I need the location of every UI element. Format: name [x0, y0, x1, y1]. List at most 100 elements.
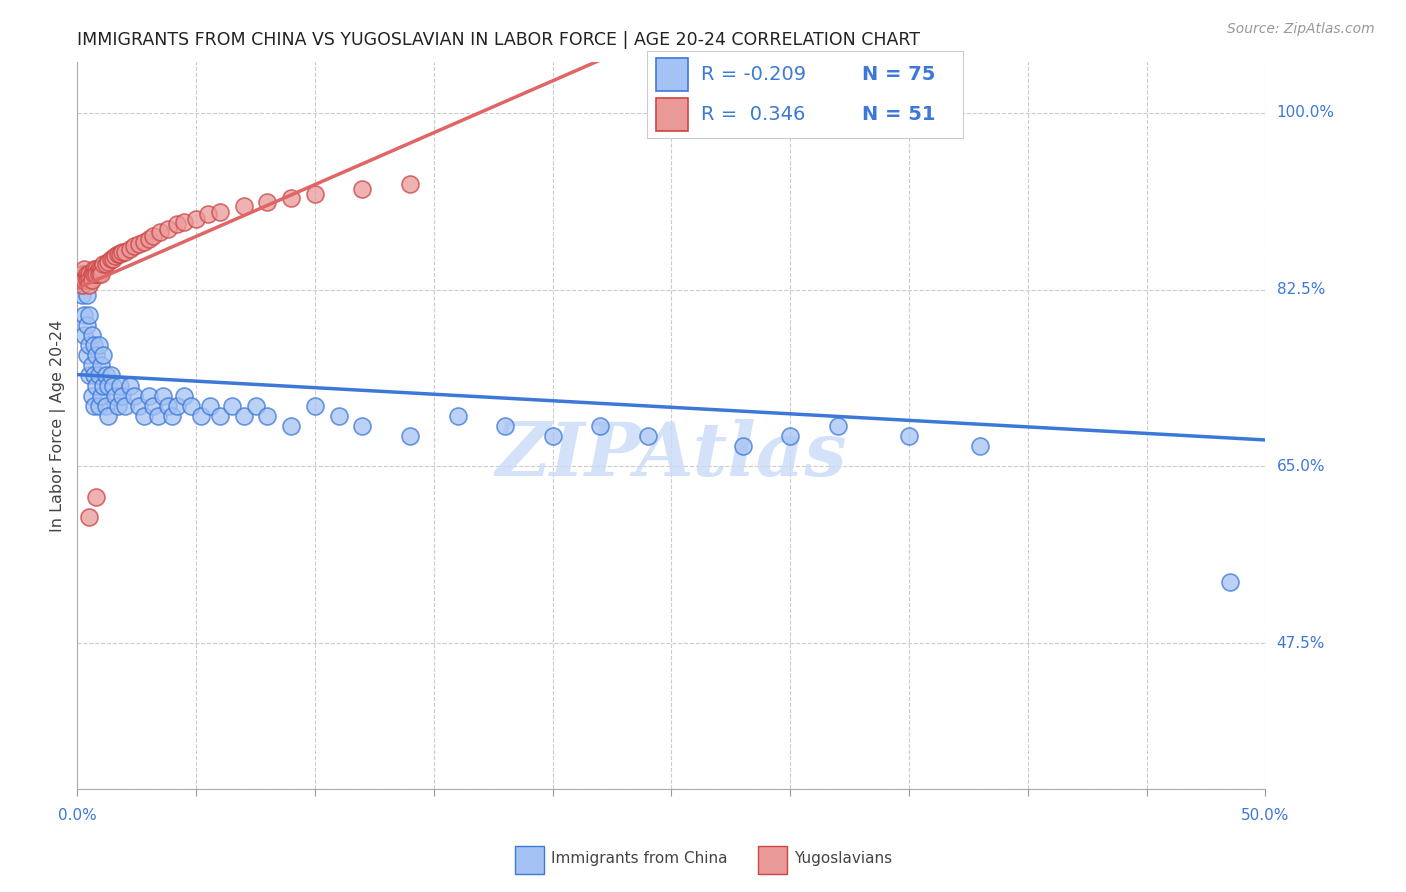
Point [208, 409, 231, 423]
Point [190, 409, 212, 423]
Point [94, 368, 117, 383]
Point [76, 287, 98, 301]
Point [90, 359, 112, 373]
Point [232, 199, 254, 213]
Text: 65.0%: 65.0% [1277, 458, 1324, 474]
Point [132, 409, 155, 423]
Point [70, 287, 93, 301]
Point [77, 308, 100, 322]
Point [94, 257, 117, 271]
Point [73, 308, 96, 322]
Point [128, 237, 150, 252]
Point [208, 205, 231, 219]
Point [80, 328, 103, 343]
Point [73, 262, 96, 277]
Point [104, 249, 127, 263]
Point [83, 368, 105, 383]
Point [304, 186, 326, 201]
FancyBboxPatch shape [515, 847, 544, 874]
Point [328, 409, 350, 423]
Point [83, 338, 105, 352]
Point [87, 262, 110, 277]
Text: 100.0%: 100.0% [1277, 105, 1334, 120]
Point [114, 399, 136, 413]
Text: IMMIGRANTS FROM CHINA VS YUGOSLAVIAN IN LABOR FORCE | AGE 20-24 CORRELATION CHAR: IMMIGRANTS FROM CHINA VS YUGOSLAVIAN IN … [77, 31, 921, 49]
Point [83, 262, 105, 277]
Point [104, 389, 127, 403]
Point [108, 247, 131, 261]
Point [73, 272, 96, 286]
Text: 0.0%: 0.0% [58, 808, 97, 823]
Text: 82.5%: 82.5% [1277, 282, 1324, 297]
Point [93, 348, 115, 362]
Point [87, 368, 110, 383]
Point [69, 272, 91, 286]
Point [83, 268, 105, 282]
Point [90, 268, 112, 282]
Point [107, 247, 129, 261]
Point [173, 389, 195, 403]
Point [86, 262, 108, 277]
Point [197, 207, 219, 221]
Point [200, 399, 222, 413]
Point [124, 389, 146, 403]
Point [779, 429, 801, 443]
Point [70, 268, 93, 282]
Point [118, 242, 141, 256]
Point [87, 399, 110, 413]
Point [76, 272, 98, 286]
Point [138, 232, 160, 246]
Point [118, 378, 141, 392]
Point [111, 389, 134, 403]
Point [399, 429, 422, 443]
Point [142, 399, 165, 413]
Point [100, 252, 122, 267]
Point [77, 268, 100, 282]
Text: R =  0.346: R = 0.346 [700, 105, 804, 124]
Point [186, 211, 208, 226]
Point [90, 262, 112, 277]
Point [77, 272, 100, 286]
Point [755, 106, 778, 120]
Point [149, 225, 172, 239]
Point [86, 348, 108, 362]
Point [83, 399, 105, 413]
Point [146, 409, 169, 423]
Point [70, 268, 93, 282]
Point [73, 277, 96, 292]
Point [114, 245, 136, 260]
FancyBboxPatch shape [657, 58, 688, 91]
Point [94, 399, 117, 413]
Text: ZIPAtlas: ZIPAtlas [495, 418, 848, 491]
Text: Source: ZipAtlas.com: Source: ZipAtlas.com [1227, 22, 1375, 37]
Point [637, 429, 659, 443]
Point [162, 409, 184, 423]
Point [77, 277, 100, 292]
Point [86, 490, 108, 504]
Point [1219, 575, 1241, 590]
Point [156, 222, 179, 236]
Point [77, 368, 100, 383]
Point [86, 268, 108, 282]
Point [256, 194, 278, 209]
Point [280, 419, 302, 434]
Point [80, 272, 103, 286]
Point [73, 328, 96, 343]
Point [108, 378, 131, 392]
Point [494, 419, 516, 434]
Point [969, 439, 991, 453]
Point [86, 378, 108, 392]
Point [280, 191, 302, 205]
Point [245, 399, 267, 413]
Point [142, 229, 165, 244]
Point [399, 177, 422, 191]
Point [898, 429, 921, 443]
Point [173, 215, 195, 229]
Point [93, 378, 115, 392]
Point [70, 277, 93, 292]
Point [124, 239, 146, 253]
Point [76, 268, 98, 282]
Point [180, 399, 202, 413]
Point [221, 399, 243, 413]
Text: N = 51: N = 51 [862, 105, 935, 124]
